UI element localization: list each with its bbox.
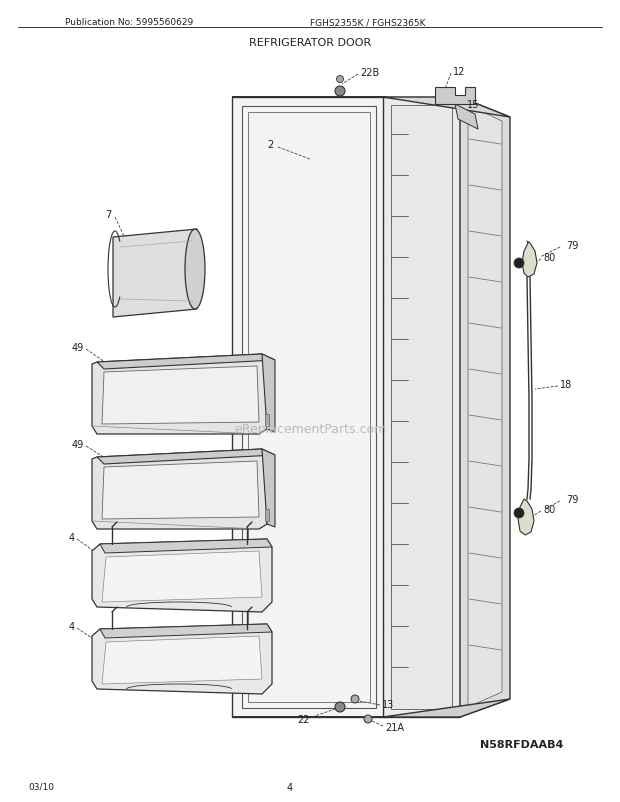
Circle shape xyxy=(514,508,524,518)
Text: REFRIGERATOR DOOR: REFRIGERATOR DOOR xyxy=(249,38,371,48)
Text: 49: 49 xyxy=(72,342,84,353)
Polygon shape xyxy=(97,354,275,370)
Text: 18: 18 xyxy=(560,379,572,390)
Text: 03/10: 03/10 xyxy=(28,782,54,791)
Polygon shape xyxy=(265,415,269,427)
Text: N58RFDAAB4: N58RFDAAB4 xyxy=(480,739,564,749)
Polygon shape xyxy=(262,449,275,528)
Polygon shape xyxy=(460,98,510,717)
Polygon shape xyxy=(232,98,385,717)
Text: 12: 12 xyxy=(453,67,466,77)
Text: 7: 7 xyxy=(105,210,111,220)
Polygon shape xyxy=(262,354,275,432)
Polygon shape xyxy=(435,88,475,105)
Text: 79: 79 xyxy=(566,494,578,504)
Text: FGHS2355K / FGHS2365K: FGHS2355K / FGHS2365K xyxy=(310,18,425,27)
Polygon shape xyxy=(113,229,197,318)
Circle shape xyxy=(335,87,345,97)
Polygon shape xyxy=(92,449,267,529)
Circle shape xyxy=(351,695,359,703)
Text: eReplacementParts.com: eReplacementParts.com xyxy=(234,423,386,436)
Text: 13: 13 xyxy=(382,699,394,709)
Text: 22: 22 xyxy=(298,714,310,724)
Circle shape xyxy=(335,702,345,712)
Ellipse shape xyxy=(185,229,205,310)
Polygon shape xyxy=(232,699,510,717)
Text: 80: 80 xyxy=(543,253,556,263)
Polygon shape xyxy=(92,354,267,435)
Circle shape xyxy=(364,715,372,723)
Polygon shape xyxy=(468,106,502,707)
Polygon shape xyxy=(100,624,272,638)
Polygon shape xyxy=(102,551,262,602)
Text: Publication No: 5995560629: Publication No: 5995560629 xyxy=(65,18,193,27)
Text: 2: 2 xyxy=(267,140,273,150)
Text: 21A: 21A xyxy=(385,722,404,732)
Polygon shape xyxy=(232,98,510,118)
Text: 80: 80 xyxy=(543,504,556,514)
Polygon shape xyxy=(100,539,272,553)
Text: 22B: 22B xyxy=(360,68,379,78)
Circle shape xyxy=(514,259,524,269)
Polygon shape xyxy=(92,539,272,612)
Polygon shape xyxy=(265,509,269,521)
Text: 4: 4 xyxy=(287,782,293,792)
Polygon shape xyxy=(92,624,272,695)
Text: 49: 49 xyxy=(72,439,84,449)
Polygon shape xyxy=(97,449,275,464)
Polygon shape xyxy=(102,636,262,684)
Polygon shape xyxy=(383,98,460,717)
Text: 79: 79 xyxy=(566,241,578,251)
Text: 4: 4 xyxy=(69,622,75,631)
Text: 4: 4 xyxy=(69,533,75,542)
Polygon shape xyxy=(518,500,534,535)
Polygon shape xyxy=(522,241,537,277)
Polygon shape xyxy=(455,105,478,130)
Polygon shape xyxy=(391,106,452,709)
Polygon shape xyxy=(102,367,259,424)
Text: 15: 15 xyxy=(467,100,479,110)
Circle shape xyxy=(337,76,343,83)
Polygon shape xyxy=(102,461,259,520)
